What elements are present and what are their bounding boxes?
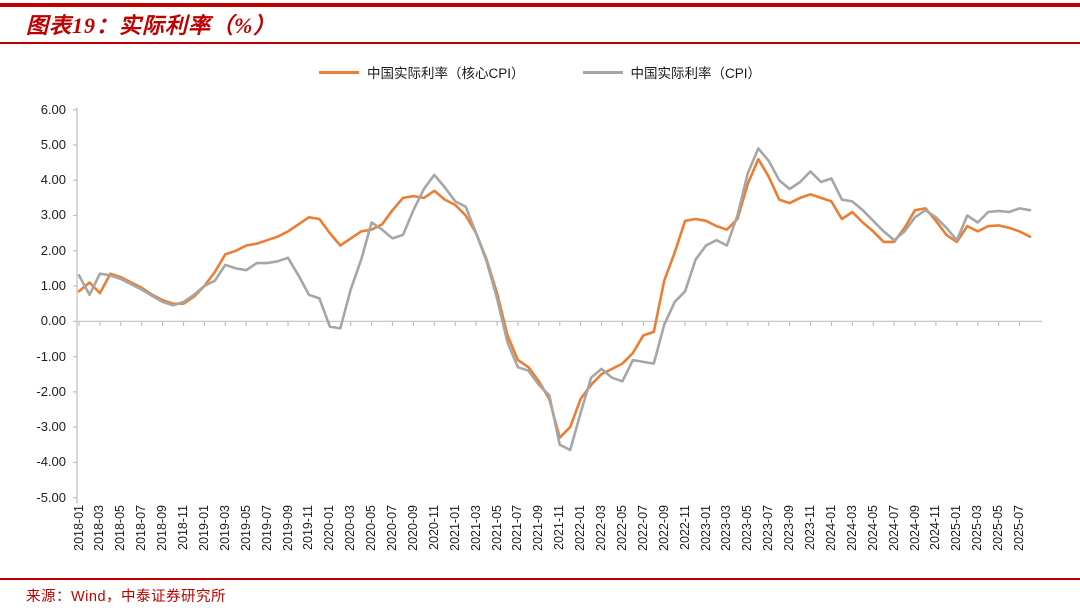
title-red-rule [0,42,1080,44]
legend-item-core-cpi: 中国实际利率（核心CPI） [318,62,525,82]
x-tick-label: 2023-03 [719,505,734,551]
x-tick-label: 2019-11 [301,505,316,550]
x-tick-label: 2023-09 [782,505,797,551]
x-tick-label: 2018-07 [134,505,149,551]
x-tick-label: 2024-03 [844,505,859,551]
series-line-cpi [77,147,1032,452]
x-tick-label: 2022-01 [573,505,588,551]
x-tick-label: 2024-09 [907,505,922,551]
y-tick-label: 2.00 [40,242,66,258]
x-tick-label: 2020-11 [426,505,441,550]
x-tick-label: 2018-05 [113,505,128,551]
chart-legend: 中国实际利率（核心CPI） 中国实际利率（CPI） [0,62,1080,82]
legend-label-core-cpi: 中国实际利率（核心CPI） [366,66,525,81]
x-tick-label: 2019-03 [217,505,232,551]
x-tick-label: 2023-11 [803,505,818,550]
x-tick-label: 2018-03 [92,505,107,551]
x-tick-label: 2022-07 [635,505,650,551]
x-tick-label: 2022-11 [677,505,692,550]
legend-label-cpi: 中国实际利率（CPI） [630,66,762,81]
x-tick-label: 2025-01 [949,505,964,551]
legend-line-swatch-cpi [582,70,623,74]
x-tick-label: 2020-03 [343,505,358,551]
y-tick-label: 1.00 [40,278,66,294]
x-tick-label: 2021-05 [489,505,504,551]
legend-item-cpi: 中国实际利率（CPI） [582,62,762,82]
x-tick-label: 2019-09 [280,505,295,551]
x-tick-label: 2025-05 [991,505,1006,551]
x-tick-label: 2024-01 [823,505,838,551]
top-red-rule [0,3,1080,7]
x-tick-label: 2021-01 [447,505,462,551]
x-tick-label: 2025-07 [1012,505,1027,551]
y-tick-label: 3.00 [40,207,66,223]
x-tick-label: 2019-05 [238,505,253,551]
x-tick-label: 2021-03 [468,505,483,551]
x-tick-label: 2020-09 [405,505,420,551]
x-tick-label: 2025-03 [970,505,985,551]
x-tick-label: 2022-09 [656,505,671,551]
y-tick-label: -2.00 [36,383,66,399]
x-tick-label: 2024-07 [886,505,901,551]
x-tick-label: 2021-11 [552,505,567,550]
page-title: 图表19：实际利率（%） [26,13,277,38]
x-tick-label: 2022-03 [594,505,609,551]
legend-line-swatch-core-cpi [318,70,359,74]
x-tick-label: 2019-01 [196,505,211,551]
y-tick-label: -5.00 [36,489,66,505]
x-tick-label: 2021-09 [531,505,546,551]
x-tick-label: 2020-05 [364,505,379,551]
x-tick-label: 2018-01 [71,505,86,551]
y-tick-label: 5.00 [40,136,66,152]
x-tick-label: 2023-05 [740,505,755,551]
x-tick-label: 2018-11 [176,505,190,550]
x-tick-label: 2020-01 [322,505,337,551]
x-tick-label: 2019-07 [259,505,274,551]
series-line-core-cpi [77,157,1032,440]
x-tick-label: 2020-07 [385,505,399,551]
y-tick-label: -1.00 [36,348,66,364]
x-tick-label: 2021-07 [510,505,525,551]
y-tick-label: 6.00 [40,101,66,117]
x-tick-label: 2023-07 [761,505,776,551]
x-tick-label: 2022-05 [614,505,629,551]
y-tick-label: 0.00 [40,313,66,329]
x-tick-label: 2024-05 [865,505,880,551]
y-tick-label: -3.00 [36,419,66,435]
x-tick-label: 2023-01 [698,505,713,551]
x-tick-label: 2018-09 [155,505,170,551]
footer-red-rule [0,578,1080,580]
x-tick-label: 2024-11 [928,505,943,550]
y-tick-label: 4.00 [40,172,66,188]
source-note: 来源：Wind，中泰证券研究所 [26,589,227,605]
y-tick-label: -4.00 [36,454,66,470]
